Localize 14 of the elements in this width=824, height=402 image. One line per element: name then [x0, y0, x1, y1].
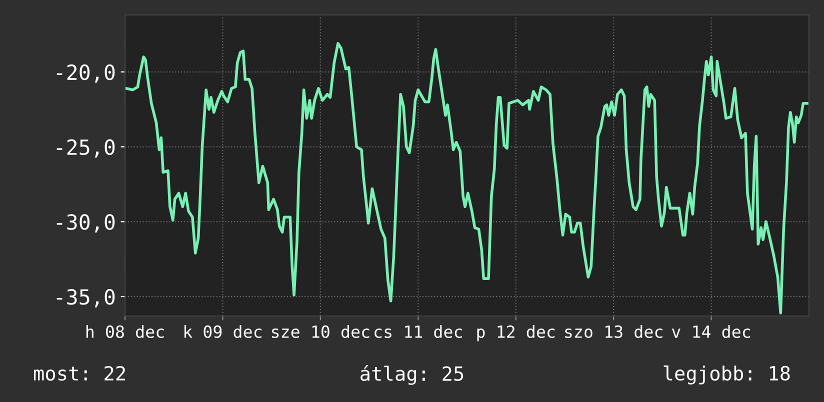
x-tick-label: szo 13 dec [565, 325, 662, 338]
y-tick-label: -35,0 [56, 289, 115, 308]
x-tick-label: k 09 dec [184, 325, 262, 338]
text: most: 22 [34, 366, 125, 381]
x-tick-label: cs 11 dec [374, 325, 462, 338]
x-tick-label: p 12 dec [477, 325, 555, 342]
y-tick-label: -25,0 [56, 139, 115, 158]
y-tick-label: -30,0 [56, 214, 115, 233]
x-tick-label: sze 10 dec [272, 325, 370, 338]
text: legjobb: 18 [664, 365, 790, 385]
x-tick-label: h 08 dec [86, 325, 164, 338]
y-tick-label: -20,0 [56, 64, 115, 83]
x-tick-label: v 14 dec [672, 325, 750, 338]
text: átlag: 25 [360, 365, 464, 385]
